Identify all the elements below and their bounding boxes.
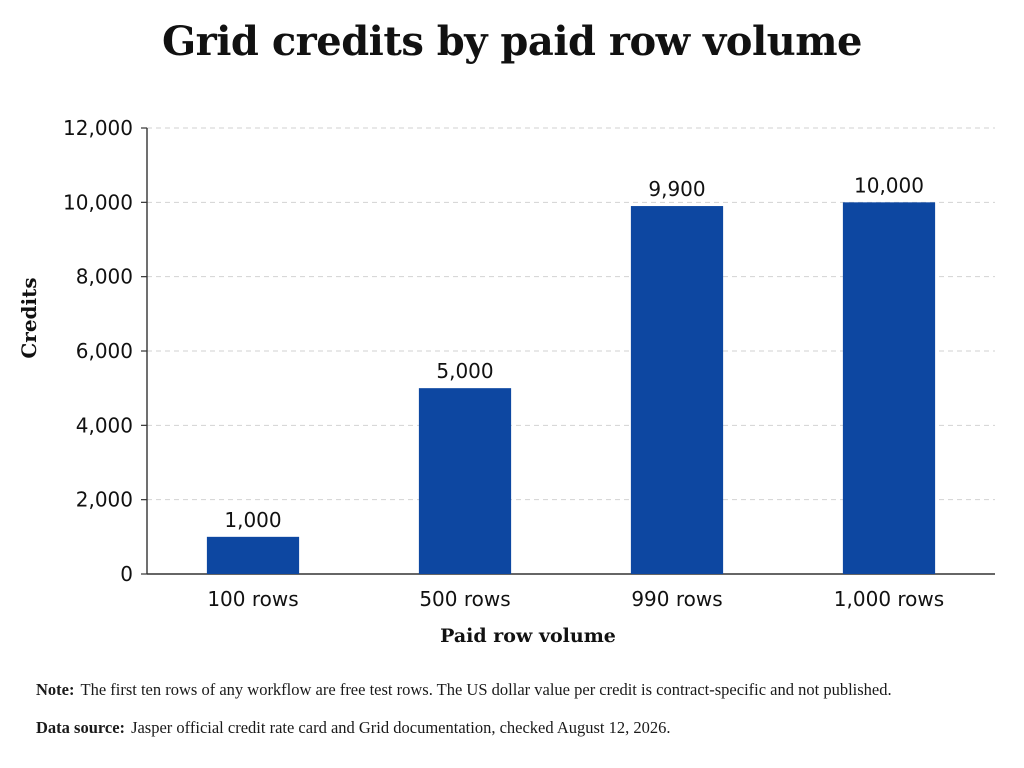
bar — [418, 388, 512, 574]
source-text: Jasper official credit rate card and Gri… — [131, 718, 671, 737]
y-tick-label: 2,000 — [76, 488, 133, 512]
bar-value-labels: 1,000 5,000 9,900 10,000 — [224, 173, 924, 532]
y-tick-labels: 0 2,000 4,000 6,000 8,000 10,000 12,000 — [63, 116, 133, 586]
bars — [206, 202, 936, 575]
x-axis-title: Paid row volume — [440, 625, 616, 647]
bar — [630, 206, 724, 575]
bar-value-label: 1,000 — [224, 508, 281, 532]
bar-chart: 0 2,000 4,000 6,000 8,000 10,000 12,000 1,000 5… — [17, 116, 995, 647]
note-line: Note: The first ten rows of any workflow … — [36, 680, 892, 700]
source-label: Data source: — [36, 718, 126, 737]
x-tick-label: 500 rows — [419, 587, 510, 611]
y-tick-label: 12,000 — [63, 116, 133, 140]
bar — [206, 536, 300, 574]
chart-title: Grid credits by paid row volume — [162, 18, 863, 65]
bar — [842, 202, 936, 575]
x-tick-label: 100 rows — [207, 587, 298, 611]
y-tick-label: 0 — [120, 562, 133, 586]
y-tick-label: 4,000 — [76, 413, 133, 437]
y-axis-title: Credits — [17, 277, 41, 358]
x-tick-label: 990 rows — [631, 587, 722, 611]
bar-value-label: 5,000 — [436, 359, 493, 383]
y-tick-label: 8,000 — [76, 265, 133, 289]
note-text: The first ten rows of any workflow are f… — [80, 680, 892, 699]
bar-value-label: 10,000 — [854, 173, 924, 197]
bar-value-label: 9,900 — [648, 177, 705, 201]
x-tick-label: 1,000 rows — [834, 587, 944, 611]
y-tick-label: 6,000 — [76, 339, 133, 363]
note-label: Note: — [36, 680, 75, 699]
x-tick-labels: 100 rows 500 rows 990 rows 1,000 rows — [207, 587, 944, 611]
y-tick-label: 10,000 — [63, 190, 133, 214]
source-line: Data source: Jasper official credit rate … — [36, 718, 671, 738]
